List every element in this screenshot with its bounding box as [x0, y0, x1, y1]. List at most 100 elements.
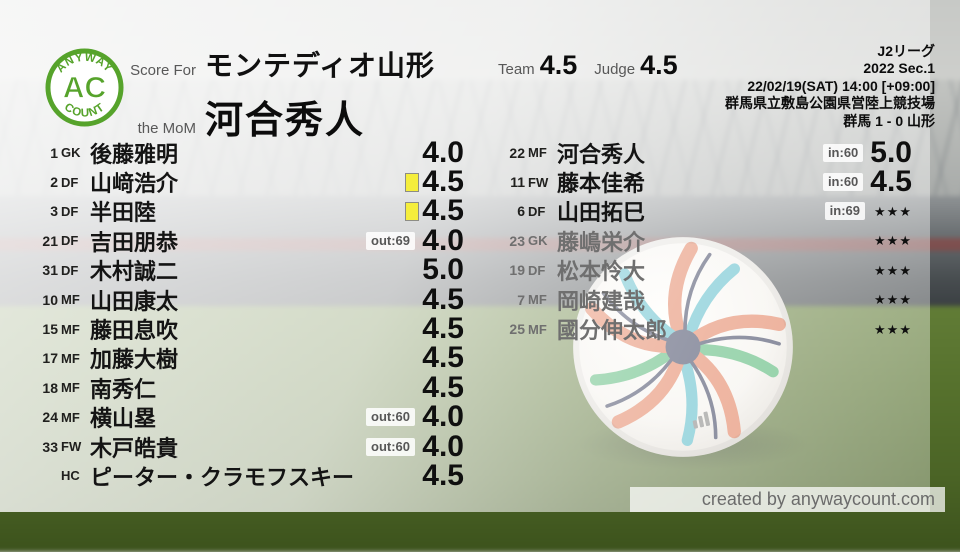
player-name: 山田康太 — [90, 288, 179, 314]
starter-row: 2 DF 山﨑浩介 4.5 — [36, 167, 464, 197]
judge-score-label: Judge — [594, 61, 636, 78]
starter-row: 31 DF 木村誠二 5.0 — [36, 255, 464, 285]
player-rating: 4.5 — [422, 370, 464, 404]
player-number: 7 — [517, 291, 525, 308]
sub-row: 25 MF 國分伸太郎 ★★★ — [497, 314, 912, 343]
player-number: 3 — [50, 203, 58, 220]
credit-text: created by anywaycount.com — [701, 489, 935, 509]
match-league: J2リーグ — [877, 43, 935, 59]
white-wash-overlay — [0, 0, 930, 512]
substitutes-column: 22 MF 河合秀人 in:60 5.0 11 FW 藤本佳希 in:60 4.… — [497, 135, 912, 344]
player-name: 山田拓巳 — [557, 200, 646, 226]
player-number: 17 — [42, 350, 58, 367]
player-name: 半田陸 — [90, 200, 157, 226]
starter-row: 24 MF 横山塁 out:60 4.0 — [36, 400, 464, 434]
player-number: 33 — [42, 438, 58, 455]
player-number: 2 — [50, 174, 58, 191]
player-name: 南秀仁 — [90, 376, 157, 402]
player-rating-stars: ★★★ — [874, 292, 912, 308]
match-venue: 群馬県立敷島公園県営陸上競技場 — [725, 95, 935, 112]
player-rating: 4.5 — [870, 165, 912, 199]
player-name: 岡崎建哉 — [557, 288, 646, 314]
anywaycount-logo-icon: ANYWAY COUNT AC — [45, 48, 124, 127]
starter-row: 21 DF 吉田朋恭 out:69 4.0 — [36, 225, 464, 255]
player-rating: 4.0 — [422, 429, 464, 463]
team-score-label: Team — [498, 61, 535, 78]
player-rating: 4.5 — [422, 194, 464, 228]
player-position: FW — [61, 439, 82, 455]
player-rating: 4.0 — [422, 400, 464, 434]
starter-row: 10 MF 山田康太 4.5 — [36, 282, 464, 316]
player-rating-stars: ★★★ — [874, 321, 912, 337]
player-position: GK — [528, 233, 548, 249]
player-number: 24 — [42, 409, 58, 426]
sub-row: 22 MF 河合秀人 in:60 5.0 — [497, 135, 912, 169]
player-number: 1 — [50, 144, 58, 161]
logo-text-center: AC — [63, 71, 106, 104]
player-name: ピーター・クラモフスキー — [90, 465, 355, 490]
player-position: MF — [528, 145, 547, 161]
svg-text:COUNT: COUNT — [62, 100, 107, 119]
player-position: MF — [61, 292, 80, 308]
player-number: 22 — [509, 144, 525, 161]
player-rating: 5.0 — [870, 135, 912, 169]
score-for-label: Score For — [130, 62, 196, 79]
sub-row: 19 DF 松本怜大 ★★★ — [497, 256, 912, 285]
sub-in-badge: in:60 — [822, 143, 864, 162]
player-position: DF — [528, 262, 546, 278]
player-rating: 4.5 — [422, 282, 464, 316]
starter-row: 17 MF 加藤大樹 4.5 — [36, 341, 464, 375]
player-name: 加藤大樹 — [90, 347, 179, 373]
player-position: MF — [528, 321, 547, 337]
player-position: DF — [528, 203, 546, 219]
credit-bar: created by anywaycount.com — [630, 487, 945, 512]
player-number: 6 — [517, 203, 525, 220]
player-name: 木村誠二 — [90, 259, 179, 285]
player-name: 松本怜大 — [557, 259, 646, 285]
player-name: 山﨑浩介 — [90, 171, 179, 197]
player-number: 21 — [42, 232, 58, 249]
judge-score-value: 4.5 — [640, 50, 678, 80]
player-number: 23 — [509, 232, 525, 249]
score-header: Score For モンテディオ山形 the MoM 河合秀人 — [127, 44, 435, 144]
player-name: 横山塁 — [90, 406, 157, 432]
sub-out-badge: out:60 — [366, 437, 415, 456]
team-name: モンテディオ山形 — [205, 50, 436, 81]
player-position: MF — [61, 380, 80, 396]
player-number: 15 — [42, 321, 58, 338]
match-info: J2リーグ 2022 Sec.1 22/02/19(SAT) 14:00 [+0… — [725, 43, 935, 130]
player-number: 18 — [42, 379, 58, 396]
player-name: 木戸皓貴 — [90, 435, 179, 461]
player-position: DF — [61, 203, 79, 219]
player-rating-stars: ★★★ — [874, 203, 912, 219]
player-number: 25 — [509, 321, 525, 338]
player-position: DF — [61, 262, 79, 278]
sub-in-badge: in:69 — [824, 202, 865, 221]
match-score: 群馬 1 - 0 山形 — [843, 112, 935, 129]
player-position: MF — [61, 350, 80, 366]
player-number: 31 — [42, 262, 58, 279]
starters-column: 1 GK 後藤雅明 4.0 2 DF 山﨑浩介 4.5 3 DF 半田陸 4.5… — [36, 135, 464, 491]
sub-row: 6 DF 山田拓巳 in:69 ★★★ — [497, 197, 912, 226]
sub-out-badge: out:60 — [366, 408, 415, 427]
player-name: 後藤雅明 — [90, 141, 179, 167]
sub-row: 7 MF 岡崎建哉 ★★★ — [497, 285, 912, 314]
player-position: GK — [61, 145, 81, 161]
player-number: 11 — [510, 174, 525, 191]
player-name: 吉田朋恭 — [90, 229, 179, 255]
player-position: DF — [61, 174, 79, 190]
yellow-card-icon — [405, 172, 419, 192]
sub-in-badge: in:60 — [822, 173, 864, 192]
player-name: 藤本佳希 — [557, 171, 646, 197]
player-rating: 4.0 — [422, 135, 464, 169]
player-name: 國分伸太郎 — [557, 318, 668, 344]
starter-row: 33 FW 木戸皓貴 out:60 4.0 — [36, 429, 464, 463]
aggregate-scores: Team 4.5 Judge 4.5 — [498, 50, 695, 81]
player-rating-stars: ★★★ — [874, 233, 912, 249]
player-position: HC — [61, 468, 80, 484]
player-name: 藤嶋栄介 — [557, 229, 646, 255]
sub-row: 23 GK 藤嶋栄介 ★★★ — [497, 226, 912, 255]
player-rating: 4.5 — [422, 341, 464, 375]
yellow-card-icon — [405, 201, 419, 221]
sub-out-badge: out:69 — [366, 231, 415, 250]
